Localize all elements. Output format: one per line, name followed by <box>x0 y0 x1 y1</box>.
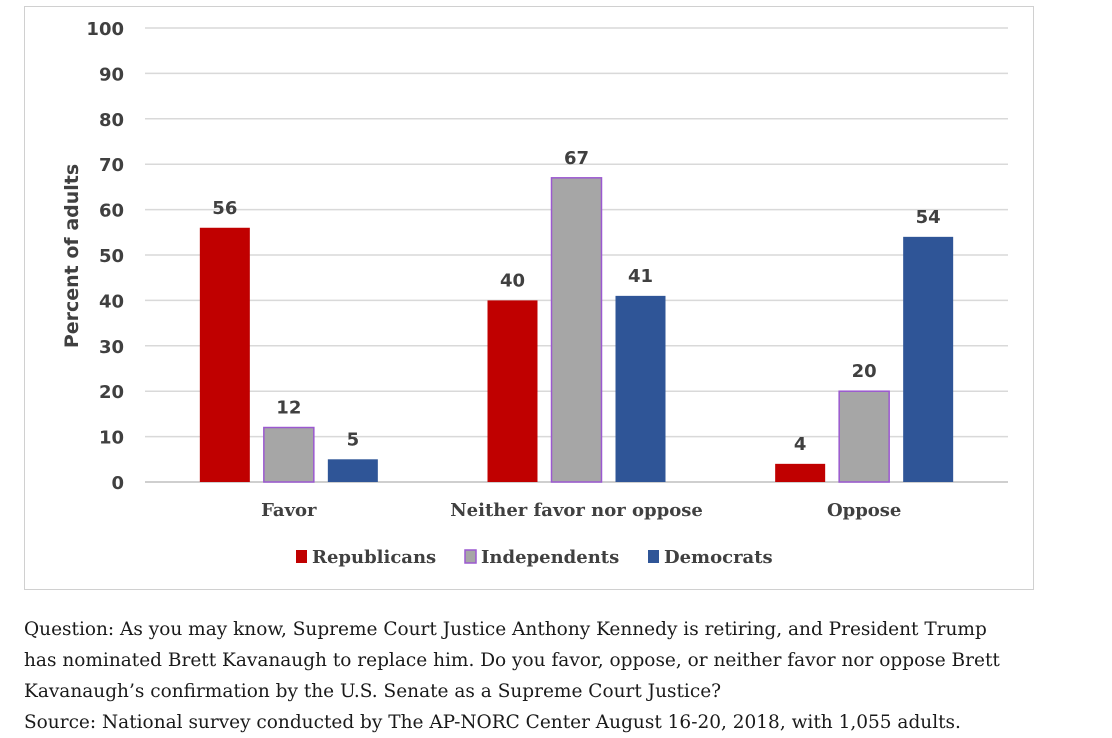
y-tick-label: 80 <box>99 110 124 131</box>
bar-republicans-favor <box>199 227 250 482</box>
legend-swatch-independents <box>464 549 477 564</box>
y-axis-title: Percent of adults <box>61 164 83 348</box>
y-axis-ticks: 0 10 20 30 40 50 60 70 80 90 100 <box>86 19 124 494</box>
data-label-democrats-favor: 5 <box>347 429 360 450</box>
y-tick-label: 20 <box>99 382 124 403</box>
x-category-favor: Favor <box>261 500 317 521</box>
bar-democrats-oppose <box>903 236 954 482</box>
question-line-1: Question: As you may know, Supreme Court… <box>24 619 987 640</box>
question-line-2: has nominated Brett Kavanaugh to replace… <box>24 650 1000 671</box>
bars <box>199 177 954 483</box>
bar-republicans-oppose <box>775 463 826 482</box>
data-label-republicans-favor: 56 <box>212 198 237 219</box>
source-line: Source: National survey conducted by The… <box>24 712 961 733</box>
bar-republicans-neither-favor-nor-oppose <box>487 300 538 482</box>
x-axis-categories: Favor Neither favor nor oppose Oppose <box>261 500 901 521</box>
chart-frame <box>24 6 1034 590</box>
data-label-independents-favor: 12 <box>276 398 301 419</box>
bar-independents-oppose <box>838 390 890 483</box>
y-tick-label: 30 <box>99 337 124 358</box>
y-tick-label: 40 <box>99 291 124 312</box>
y-tick-label: 50 <box>99 246 124 267</box>
data-label-independents-oppose: 20 <box>852 361 877 382</box>
y-tick-label: 60 <box>99 201 124 222</box>
question-line-3: Kavanaugh’s confirmation by the U.S. Sen… <box>24 681 722 702</box>
data-label-democrats-neither-favor-nor-oppose: 41 <box>628 266 653 287</box>
y-tick-label: 70 <box>99 155 124 176</box>
data-label-democrats-oppose: 54 <box>916 207 941 228</box>
data-label-republicans-oppose: 4 <box>794 434 807 455</box>
legend-swatch-democrats <box>648 550 659 563</box>
y-tick-label: 90 <box>99 64 124 85</box>
x-category-oppose: Oppose <box>827 500 901 521</box>
y-tick-label: 10 <box>99 428 124 449</box>
legend-label-independents: Independents <box>481 547 619 568</box>
legend-label-republicans: Republicans <box>312 547 436 568</box>
data-labels: 56 12 5 40 67 41 4 20 54 <box>212 148 940 455</box>
legend-label-democrats: Democrats <box>664 547 773 568</box>
legend: Republicans Independents Democrats <box>296 547 773 568</box>
bar-democrats-neither-favor-nor-oppose <box>615 295 666 482</box>
data-label-republicans-neither-favor-nor-oppose: 40 <box>500 270 525 291</box>
y-tick-label: 0 <box>111 473 124 494</box>
bar-independents-neither-favor-nor-oppose <box>550 177 603 483</box>
bar-independents-favor <box>263 426 315 483</box>
bar-democrats-favor <box>327 459 378 482</box>
y-tick-label: 100 <box>86 19 124 40</box>
x-category-neither-favor-nor-oppose: Neither favor nor oppose <box>450 500 703 521</box>
chart-notes: Question: As you may know, Supreme Court… <box>24 614 1112 738</box>
legend-swatch-republicans <box>296 550 307 563</box>
data-label-independents-neither-favor-nor-oppose: 67 <box>564 148 589 169</box>
